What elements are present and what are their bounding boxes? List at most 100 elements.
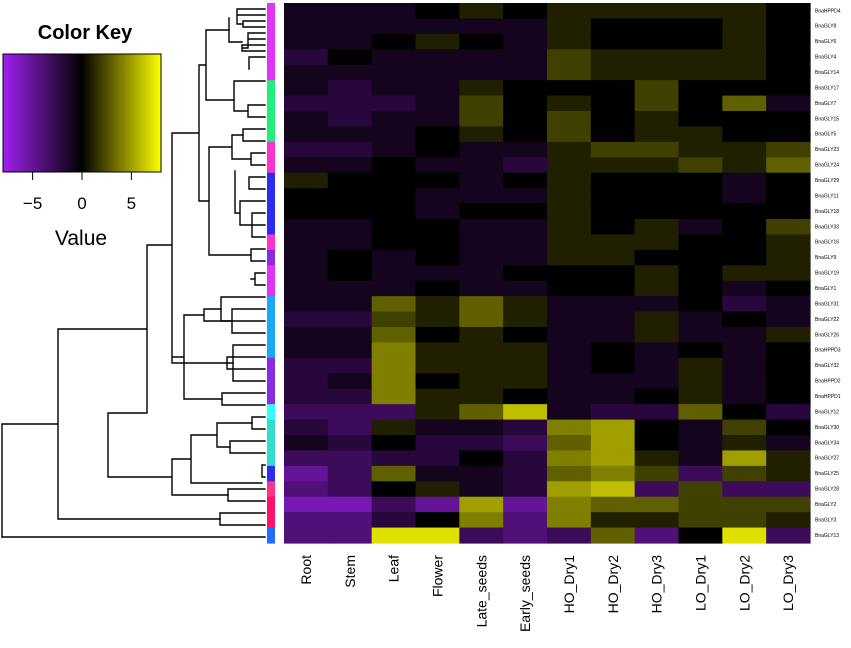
heatmap-cell <box>590 388 636 405</box>
heatmap-cell <box>678 373 723 390</box>
color-key-step <box>143 54 147 172</box>
heatmap-cell <box>634 80 680 97</box>
heatmap-cell <box>284 18 329 35</box>
heatmap-cell <box>415 219 460 236</box>
heatmap-cell <box>415 203 460 220</box>
row-label: BnaGLY11 <box>815 193 839 199</box>
heatmap-cell <box>634 188 680 205</box>
heatmap-cell <box>371 3 417 20</box>
color-key-step <box>49 54 53 172</box>
heatmap-cell <box>415 481 460 498</box>
heatmap-cell <box>590 3 636 20</box>
heatmap-cell <box>547 80 592 97</box>
heatmap-cell <box>415 527 460 544</box>
heatmap-cell <box>459 496 504 513</box>
heatmap-cell <box>722 357 767 374</box>
row-label: BnaGLY25 <box>815 471 839 477</box>
heatmap-cell <box>327 481 373 498</box>
heatmap-cell <box>503 296 548 313</box>
heatmap-cell <box>678 265 723 282</box>
heatmap-cell <box>678 435 723 452</box>
heatmap-cell <box>284 188 329 205</box>
color-key-step <box>101 54 105 172</box>
heatmap-cell <box>722 80 767 97</box>
heatmap-cell <box>371 404 417 421</box>
heatmap-cell <box>590 249 636 266</box>
heatmap-cell <box>415 419 460 436</box>
heatmap-cell <box>634 512 680 529</box>
color-key-step <box>136 54 140 172</box>
heatmap-cell <box>415 3 460 20</box>
heatmap-cell <box>327 141 373 158</box>
heatmap-cell <box>722 388 767 405</box>
heatmap-cell <box>634 311 680 328</box>
heatmap-cell <box>327 234 373 251</box>
heatmap-cell <box>766 80 811 97</box>
heatmap-cell <box>722 265 767 282</box>
heatmap-cell <box>678 111 723 128</box>
heatmap-cell <box>459 527 504 544</box>
heatmap-cell <box>766 419 811 436</box>
row-label: BnaGLY9 <box>815 255 837 261</box>
row-label: BnaGLY3 <box>815 517 837 523</box>
heatmap-cell <box>678 219 723 236</box>
heatmap-cell <box>634 527 680 544</box>
heatmap-cell <box>415 404 460 421</box>
color-key-step <box>30 54 34 172</box>
heatmap-cell <box>766 265 811 282</box>
heatmap-cell <box>766 450 811 467</box>
heatmap-cell <box>766 342 811 359</box>
heatmap-cell <box>722 404 767 421</box>
color-key-step <box>153 54 157 172</box>
heatmap-cell <box>634 157 680 174</box>
heatmap-cell <box>547 234 592 251</box>
color-key-axis: −5 0 5 <box>23 171 136 213</box>
heatmap-cell <box>590 465 636 482</box>
heatmap-cell <box>327 49 373 66</box>
heatmap-cell <box>371 265 417 282</box>
heatmap-cell <box>415 496 460 513</box>
column-labels: Root Stem Leaf Flower Late_seeds Early_seeds H… <box>298 555 796 632</box>
side-color-segment <box>267 95 275 112</box>
heatmap-cell <box>284 481 329 498</box>
side-color-segment <box>267 141 275 158</box>
heatmap-cell <box>503 311 548 328</box>
color-key-step <box>128 54 132 172</box>
color-key-step <box>12 54 16 172</box>
heatmap-cell <box>503 157 548 174</box>
heatmap-cell <box>722 373 767 390</box>
heatmap-cell <box>722 342 767 359</box>
heatmap-cell <box>547 18 592 35</box>
column-label: LO_Dry3 <box>780 555 796 611</box>
heatmap-cell <box>678 203 723 220</box>
heatmap-cell <box>327 95 373 112</box>
column-label: HO_Dry3 <box>649 555 665 614</box>
heatmap-cell <box>722 327 767 344</box>
heatmap-cell <box>415 311 460 328</box>
heatmap-cell <box>327 280 373 297</box>
color-key-step <box>133 54 137 172</box>
color-key: Color Key −5 0 5 Value <box>2 22 162 250</box>
heatmap-cell <box>678 280 723 297</box>
side-color-segment <box>267 188 275 205</box>
color-key-step <box>74 54 78 172</box>
heatmap-cell <box>415 188 460 205</box>
row-label: BnaGLY16 <box>815 240 839 246</box>
heatmap-cell <box>678 234 723 251</box>
heatmap-cell <box>327 80 373 97</box>
heatmap-cell <box>590 111 636 128</box>
heatmap-cell <box>634 496 680 513</box>
heatmap-cell <box>678 157 723 174</box>
heatmap-cell <box>371 80 417 97</box>
heatmap-cell <box>371 188 417 205</box>
heatmap-cell <box>590 373 636 390</box>
column-label: Early_seeds <box>517 555 533 632</box>
color-key-title: Color Key <box>38 22 133 44</box>
row-label: BnaGLY33 <box>815 224 839 230</box>
color-key-step <box>141 54 145 172</box>
heatmap-cell <box>503 18 548 35</box>
heatmap-cell <box>634 111 680 128</box>
row-label: BnaGLY13 <box>815 533 839 539</box>
heatmap-cell <box>722 527 767 544</box>
heatmap-cell <box>327 249 373 266</box>
